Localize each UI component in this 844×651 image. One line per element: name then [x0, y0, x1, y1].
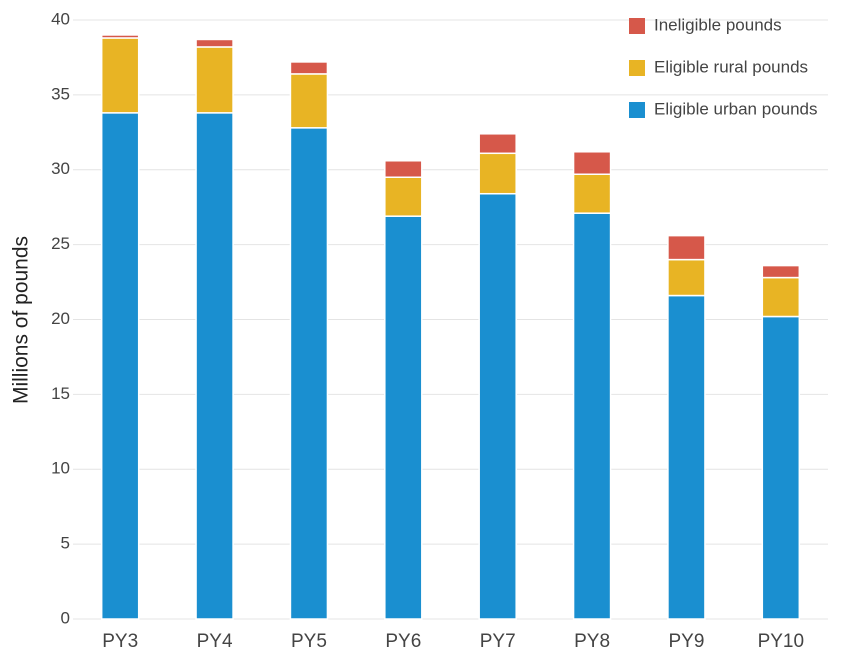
x-tick-label: PY7 [480, 631, 516, 651]
bar-segment [761, 315, 801, 620]
x-tick-label: PY9 [668, 631, 704, 651]
y-tick-label: 20 [51, 309, 70, 328]
y-tick-label: 10 [51, 459, 70, 478]
x-tick-label: PY8 [574, 631, 610, 651]
x-tick-label: PY4 [197, 631, 233, 651]
bar-segment [667, 294, 706, 620]
legend-swatch [629, 102, 645, 118]
x-tick-label: PY5 [291, 631, 327, 651]
x-tick-label: PY3 [102, 631, 138, 651]
bar-segment [384, 176, 423, 217]
x-tick-label: PY10 [758, 631, 804, 651]
bar-segment [289, 61, 329, 75]
bar-segment [478, 192, 517, 620]
bar-segment [195, 46, 234, 114]
y-tick-label: 35 [51, 84, 70, 103]
bar-segment [384, 215, 423, 620]
bar-segment [761, 264, 801, 279]
bar-segment [100, 112, 140, 620]
legend-label: Eligible urban pounds [654, 99, 818, 118]
bar-segment [572, 212, 612, 620]
legend-swatch [629, 60, 645, 76]
y-tick-label: 25 [51, 234, 70, 253]
y-tick-label: 30 [51, 159, 70, 178]
bar-segment [761, 276, 801, 318]
bar-segment [100, 34, 140, 39]
bar-segment [667, 258, 706, 297]
y-tick-label: 40 [51, 9, 70, 28]
bar-segment [289, 127, 329, 620]
y-tick-label: 0 [61, 608, 70, 627]
bar-segment [100, 37, 140, 114]
legend-label: Eligible rural pounds [654, 57, 808, 76]
legend-label: Ineligible pounds [654, 15, 782, 34]
legend-swatch [629, 18, 645, 34]
x-tick-label: PY6 [385, 631, 421, 651]
bar-segment [384, 160, 423, 178]
bar-segment [289, 73, 329, 129]
y-tick-label: 5 [61, 534, 70, 553]
bar-segment [667, 234, 706, 261]
bar-segment [572, 151, 612, 175]
bar-segment [195, 112, 234, 620]
bar-segment [478, 133, 517, 155]
y-axis-label: Millions of pounds [10, 236, 33, 404]
y-tick-label: 15 [51, 384, 70, 403]
bar-segment [478, 152, 517, 195]
bar-segment [572, 173, 612, 214]
bar-segment [195, 38, 234, 48]
